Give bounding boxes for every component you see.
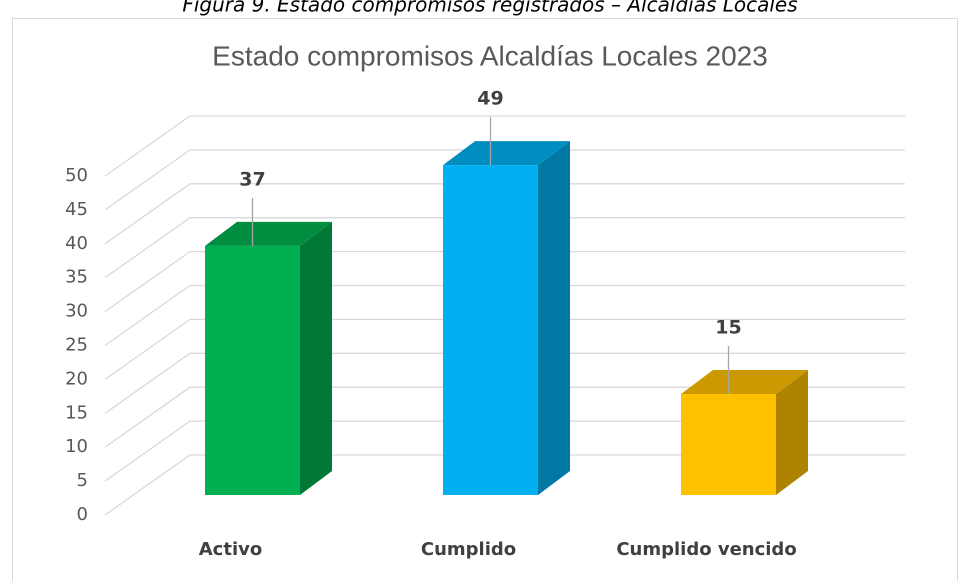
- y-tick-label: 5: [77, 470, 88, 491]
- grid-line: [104, 420, 905, 482]
- grid-line: [104, 149, 905, 211]
- bar-side: [538, 141, 570, 496]
- grid: 0 5 10 15 20 25 30 35 40 45 50: [65, 115, 905, 525]
- y-tick-label: 35: [65, 267, 88, 288]
- y-tick-label: 45: [65, 199, 88, 220]
- y-tick-label: 15: [65, 402, 88, 423]
- data-label: 15: [715, 317, 741, 339]
- grid-line: [104, 352, 905, 414]
- y-tick-label: 0: [77, 504, 88, 525]
- grid-line: [104, 250, 905, 313]
- figure-caption: Figura 9. Estado compromisos registrados…: [182, 0, 797, 17]
- x-tick-label: Cumplido vencido: [616, 539, 796, 560]
- data-label: 37: [239, 168, 265, 190]
- bar: [681, 394, 776, 495]
- grid-line: [104, 183, 905, 245]
- x-tick-label: Cumplido: [421, 539, 516, 560]
- grid-line: [104, 318, 905, 380]
- chart-title: Estado compromisos Alcaldías Locales 202…: [212, 40, 768, 71]
- grid-line: [104, 284, 905, 347]
- y-tick-label: 40: [65, 233, 88, 254]
- bar-top: [681, 370, 808, 395]
- grid-line: [104, 115, 905, 177]
- bar-top: [205, 221, 332, 246]
- bar-top: [443, 141, 570, 166]
- y-tick-label: 20: [65, 368, 88, 389]
- y-tick-label: 10: [65, 436, 88, 457]
- y-tick-label: 50: [65, 165, 88, 186]
- bar: [205, 245, 300, 495]
- grid-line: [104, 454, 905, 516]
- grid-line: [104, 386, 905, 448]
- bar-side: [300, 221, 332, 495]
- bar-side: [776, 370, 808, 495]
- data-label: 49: [477, 88, 503, 110]
- y-tick-label: 25: [65, 335, 88, 356]
- bar: [443, 165, 538, 496]
- y-tick-label: 30: [65, 301, 88, 322]
- grid-line: [104, 217, 905, 279]
- x-tick-label: Activo: [199, 539, 262, 560]
- bars: 37 Activo 49 Cumplido 15 Cumplido vencido: [199, 88, 808, 560]
